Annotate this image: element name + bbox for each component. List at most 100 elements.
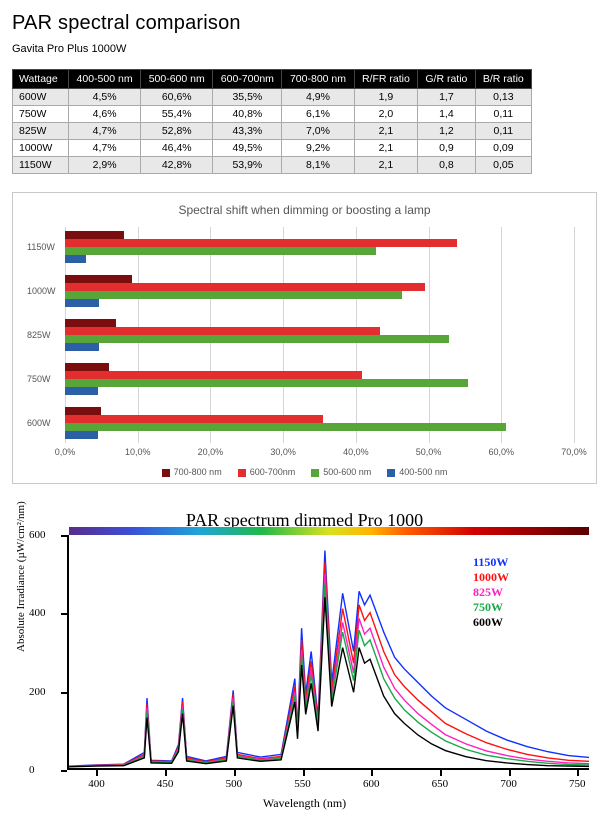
table-cell: 1,4 <box>418 106 476 123</box>
table-cell: 35,5% <box>213 89 282 106</box>
table-header: 600-700nm <box>213 70 282 89</box>
table-cell: 0,09 <box>475 140 531 157</box>
table-cell: 4,7% <box>69 123 141 140</box>
spectrum-xlabel: Wavelength (nm) <box>12 796 597 811</box>
spectrum-legend-item: 600W <box>473 615 509 630</box>
barchart-bar <box>65 299 99 307</box>
table-header: Wattage <box>13 70 69 89</box>
spectrum-series-line <box>69 584 589 767</box>
barchart-bar <box>65 431 98 439</box>
table-row: 750W4,6%55,4%40,8%6,1%2,01,40,11 <box>13 106 532 123</box>
table-header: 700-800 nm <box>282 70 354 89</box>
table-cell: 825W <box>13 123 69 140</box>
table-header: 500-600 nm <box>141 70 213 89</box>
barchart-xtick: 50,0% <box>416 447 442 457</box>
table-cell: 0,9 <box>418 140 476 157</box>
barchart-ytick: 825W <box>27 330 51 340</box>
barchart-legend-item: 600-700nm <box>238 467 296 477</box>
barchart-bar <box>65 319 116 327</box>
barchart-xtick: 70,0% <box>561 447 587 457</box>
table-header: 400-500 nm <box>69 70 141 89</box>
table-cell: 4,6% <box>69 106 141 123</box>
barchart-xtick: 0,0% <box>55 447 76 457</box>
table-cell: 0,05 <box>475 157 531 174</box>
barchart-bar <box>65 231 124 239</box>
table-cell: 0,13 <box>475 89 531 106</box>
barchart-bar <box>65 371 362 379</box>
barchart-legend-item: 500-600 nm <box>311 467 371 477</box>
barchart-bar <box>65 239 457 247</box>
spectrum-plot: Absolute Irradiance (µW/cm²/nm) 1150W100… <box>67 535 589 770</box>
barchart-legend-item: 700-800 nm <box>162 467 222 477</box>
table-row: 1150W2,9%42,8%53,9%8,1%2,10,80,05 <box>13 157 532 174</box>
table-row: 825W4,7%52,8%43,3%7,0%2,11,20,11 <box>13 123 532 140</box>
spectrum-xtick: 600 <box>363 778 380 790</box>
spectrum-ytick: 0 <box>29 764 35 776</box>
spectrum-xtick: 650 <box>432 778 449 790</box>
table-header: B/R ratio <box>475 70 531 89</box>
page-subtitle: Gavita Pro Plus 1000W <box>12 43 599 55</box>
barchart-bar <box>65 247 376 255</box>
spectrum-xtick: 550 <box>294 778 311 790</box>
barchart-bar <box>65 415 323 423</box>
spectrum-legend-item: 750W <box>473 600 509 615</box>
table-cell: 53,9% <box>213 157 282 174</box>
barchart-bar <box>65 343 99 351</box>
spectrum-legend: 1150W1000W825W750W600W <box>473 555 509 630</box>
table-cell: 49,5% <box>213 140 282 157</box>
table-row: 600W4,5%60,6%35,5%4,9%1,91,70,13 <box>13 89 532 106</box>
table-cell: 1000W <box>13 140 69 157</box>
spectrum-ytick: 400 <box>29 607 46 619</box>
barchart-title: Spectral shift when dimming or boosting … <box>25 203 584 217</box>
table-row: 1000W4,7%46,4%49,5%9,2%2,10,90,09 <box>13 140 532 157</box>
barchart-xtick: 30,0% <box>270 447 296 457</box>
spectrum-xtick: 400 <box>88 778 105 790</box>
table-cell: 46,4% <box>141 140 213 157</box>
table-cell: 750W <box>13 106 69 123</box>
table-cell: 43,3% <box>213 123 282 140</box>
spectrum-xtick: 450 <box>157 778 174 790</box>
spectrum-ytick: 200 <box>29 686 46 698</box>
spectrum-ytick: 600 <box>29 529 46 541</box>
barchart-bar <box>65 407 101 415</box>
barchart-legend-item: 400-500 nm <box>387 467 447 477</box>
table-cell: 0,11 <box>475 123 531 140</box>
table-cell: 8,1% <box>282 157 354 174</box>
table-cell: 4,9% <box>282 89 354 106</box>
table-cell: 2,0 <box>354 106 418 123</box>
barchart-xtick: 40,0% <box>343 447 369 457</box>
barchart-bar <box>65 327 380 335</box>
table-cell: 1150W <box>13 157 69 174</box>
table-cell: 42,8% <box>141 157 213 174</box>
spectrum-xtick: 500 <box>226 778 243 790</box>
spectrum-ylabel: Absolute Irradiance (µW/cm²/nm) <box>15 501 27 652</box>
barchart-plot: 0,0%10,0%20,0%30,0%40,0%50,0%60,0%70,0%1… <box>65 227 574 457</box>
barchart-ytick: 1150W <box>27 242 55 252</box>
barchart-bar <box>65 335 449 343</box>
barchart-xtick: 20,0% <box>198 447 224 457</box>
table-cell: 52,8% <box>141 123 213 140</box>
table-cell: 4,5% <box>69 89 141 106</box>
barchart-bar <box>65 255 86 263</box>
table-cell: 9,2% <box>282 140 354 157</box>
table-cell: 55,4% <box>141 106 213 123</box>
spectrum-chart: PAR spectrum dimmed Pro 1000 Absolute Ir… <box>12 510 597 811</box>
spectrum-xtick: 750 <box>569 778 586 790</box>
table-cell: 7,0% <box>282 123 354 140</box>
barchart-ytick: 750W <box>27 374 51 384</box>
table-header: R/FR ratio <box>354 70 418 89</box>
barchart-bar <box>65 291 402 299</box>
barchart-legend: 700-800 nm 600-700nm 500-600 nm 400-500 nm <box>25 467 584 477</box>
barchart-bar <box>65 275 132 283</box>
table-cell: 600W <box>13 89 69 106</box>
barchart-xtick: 10,0% <box>125 447 151 457</box>
spectrum-legend-item: 1000W <box>473 570 509 585</box>
spectrum-xtick: 700 <box>500 778 517 790</box>
table-cell: 0,11 <box>475 106 531 123</box>
barchart-bar <box>65 363 109 371</box>
page-title: PAR spectral comparison <box>12 12 599 35</box>
spectral-table: Wattage400-500 nm500-600 nm600-700nm700-… <box>12 69 532 174</box>
spectrum-legend-item: 825W <box>473 585 509 600</box>
spectrum-rainbow <box>69 527 589 535</box>
barchart-bar <box>65 423 506 431</box>
